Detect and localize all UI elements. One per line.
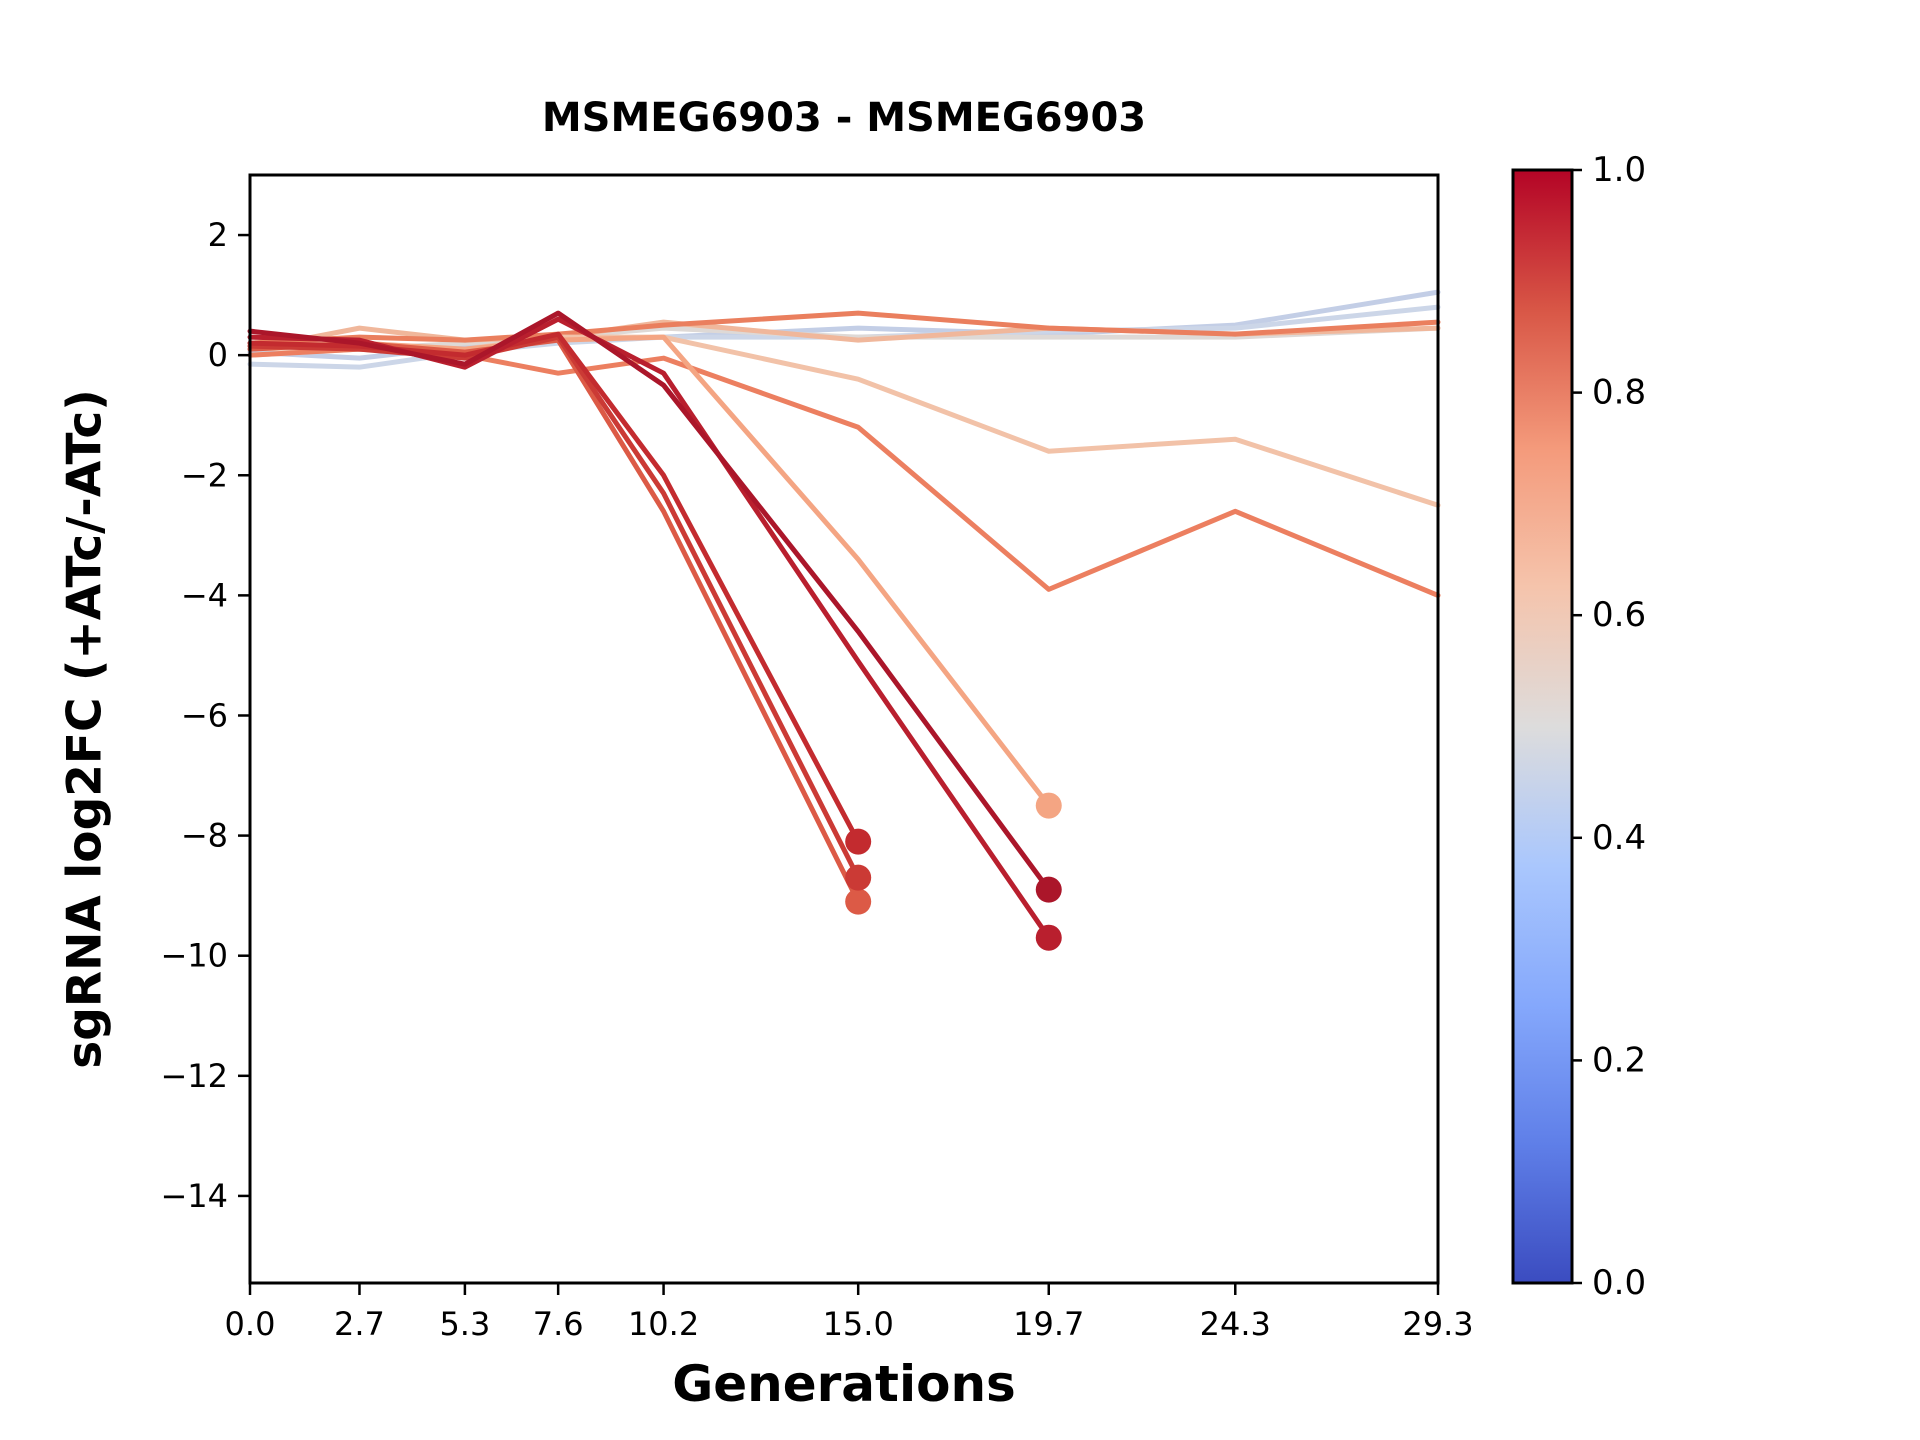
x-tick-label: 7.6 [533,1305,584,1343]
x-tick-label: 24.3 [1200,1305,1271,1343]
colorbar-tick-label: 0.4 [1592,818,1646,858]
colorbar-tick-label: 0.0 [1592,1263,1646,1303]
colorbar-tick-label: 0.2 [1592,1040,1646,1080]
series-line-sgRNA-depleted-darkred-2 [247,316,1052,941]
series-end-marker-sgRNA-depleted-darkred-1 [1035,876,1062,903]
axes-box [248,173,1440,1285]
series-end-marker-sgRNA-depleted-red-orange [845,888,872,915]
series-line-sgRNA-flat-orange [247,310,1441,346]
y-tick-label: −6 [181,696,228,734]
chart-title: MSMEG6903 - MSMEG6903 [541,95,1147,141]
y-axis-label: sgRNA log2FC (+ATc/-ATc) [57,389,113,1069]
y-tick-label: −8 [181,817,228,855]
series-line-sgRNA-depleted-darkred-1 [247,310,1052,893]
x-tick-label: 19.7 [1013,1305,1084,1343]
x-tick-label: 2.7 [334,1305,385,1343]
y-tick-label: −2 [181,456,228,494]
series-line-sgRNA-depleted-red-2 [247,334,861,881]
x-tick-label: 10.2 [628,1305,699,1343]
series-line-sgRNA-slow-orange [247,346,1441,598]
colorbar-tick-label: 0.6 [1592,595,1646,635]
colorbar-tick-label: 0.8 [1592,373,1646,413]
colorbar-tick-label: 1.0 [1592,150,1646,190]
y-tick-label: 0 [208,336,228,374]
x-tick-label: 15.0 [823,1305,894,1343]
x-axis-label: Generations [672,1355,1016,1413]
colorbar-outline [1511,168,1574,1285]
x-tick-label: 29.3 [1402,1305,1473,1343]
y-tick-label: −10 [160,937,228,975]
series-line-sgRNA-depleted-red-1 [247,331,861,845]
x-tick-label: 5.3 [439,1305,490,1343]
series-end-marker-sgRNA-depleted-peach [1035,792,1062,819]
x-tick-label: 0.0 [225,1305,276,1343]
colorbar [1513,170,1572,1283]
series-end-marker-sgRNA-depleted-red-1 [845,828,872,855]
y-tick-label: −12 [160,1057,228,1095]
series-line-sgRNA-depleted-red-orange [247,337,861,905]
y-tick-label: −4 [181,576,228,614]
series-end-marker-sgRNA-depleted-darkred-2 [1035,924,1062,951]
series-end-marker-sgRNA-depleted-red-2 [845,864,872,891]
y-tick-label: −14 [160,1177,228,1215]
y-tick-label: 2 [208,216,228,254]
